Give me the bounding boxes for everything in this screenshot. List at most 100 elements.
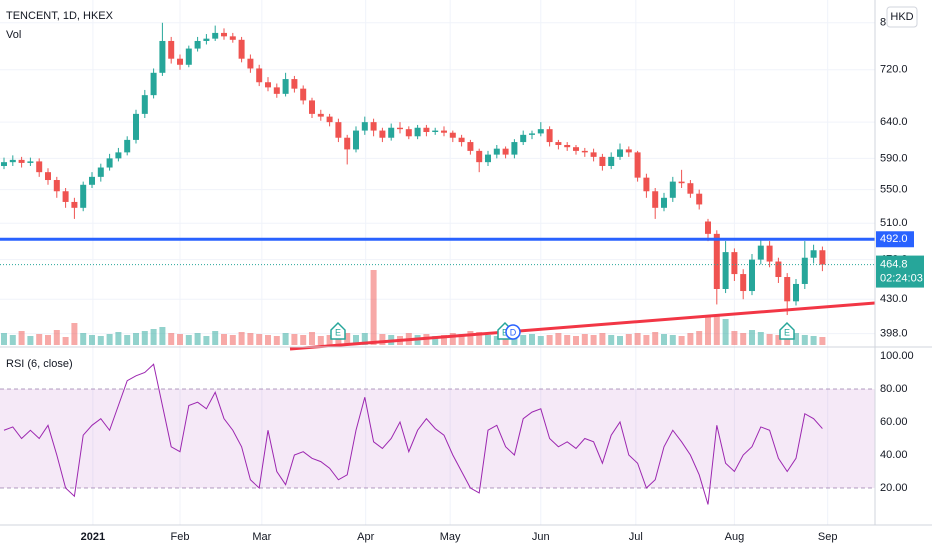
- candle-body: [810, 250, 817, 258]
- rsi-tick-label: 20.00: [880, 482, 908, 494]
- candle-body: [388, 127, 395, 138]
- volume-bar: [27, 336, 34, 345]
- volume-bar: [801, 335, 808, 345]
- candle-body: [740, 274, 747, 292]
- candle-body: [793, 283, 799, 302]
- currency-label[interactable]: HKD: [890, 11, 913, 23]
- volume-bar: [537, 336, 544, 345]
- volume-bar: [590, 335, 597, 345]
- last-price-tag: [876, 255, 924, 288]
- y-tick-label: 550.0: [880, 184, 908, 196]
- candle-body: [36, 161, 43, 173]
- volume-bar: [749, 330, 755, 345]
- candle-body: [678, 181, 685, 184]
- candle-body: [617, 149, 623, 157]
- candle-body: [590, 152, 597, 157]
- x-tick-label: 2021: [81, 531, 105, 543]
- candle-body: [599, 156, 606, 166]
- candle-body: [441, 130, 447, 133]
- volume-bar: [669, 335, 676, 345]
- level-tag: [876, 231, 914, 248]
- volume-bar: [256, 334, 263, 345]
- volume-bar: [361, 333, 368, 345]
- volume-bar: [634, 333, 641, 345]
- volume-bar: [740, 333, 747, 345]
- candle-body: [405, 129, 412, 137]
- candle-body: [379, 130, 386, 138]
- candle-body: [344, 137, 351, 150]
- candle-body: [608, 156, 615, 166]
- volume-bar: [441, 335, 447, 345]
- volume-bar: [564, 335, 571, 345]
- last-price-label: 464.8: [880, 258, 908, 270]
- candle-body: [150, 72, 157, 96]
- volume-bar: [652, 332, 659, 345]
- volume-bar: [573, 336, 579, 345]
- candle-body: [749, 259, 755, 292]
- earnings-marker: E: [779, 321, 795, 340]
- candle-body: [124, 139, 131, 153]
- candle-body: [317, 113, 324, 117]
- candle-body: [819, 250, 826, 265]
- volume-bar: [106, 334, 113, 345]
- candle-body: [256, 68, 263, 83]
- candle-body: [212, 32, 219, 39]
- volume-bar: [282, 333, 289, 345]
- candle-body: [62, 191, 69, 202]
- rsi-tick-label: 80.00: [880, 383, 908, 395]
- volume-bar: [62, 337, 69, 345]
- volume-bar: [291, 334, 298, 345]
- currency-button-box[interactable]: [886, 6, 918, 28]
- x-tick-label: Feb: [171, 531, 190, 543]
- volume-bar: [775, 335, 782, 345]
- candle-body: [326, 116, 333, 123]
- volume-bar: [141, 331, 148, 345]
- candle-body: [661, 197, 667, 208]
- y-tick-label: 720.0: [880, 64, 908, 76]
- volume-bar: [71, 323, 78, 345]
- candle-body: [766, 245, 773, 262]
- level-tag-label: 492.0: [880, 233, 908, 245]
- candle-body: [423, 127, 430, 132]
- rsi-tick-label: 40.00: [880, 449, 908, 461]
- candle-body: [53, 180, 60, 192]
- volume-bar: [731, 331, 738, 345]
- volume-bar: [379, 334, 386, 345]
- volume-bar: [36, 334, 43, 345]
- candle-body: [397, 127, 403, 130]
- candle-body: [458, 137, 465, 143]
- trend-line: [289, 301, 876, 351]
- volume-bar: [705, 317, 711, 345]
- x-tick-label: Sep: [818, 531, 838, 543]
- y-tick-label: 640.0: [880, 116, 908, 128]
- volume-bar: [238, 332, 245, 345]
- volume-bar: [493, 336, 500, 345]
- candle-body: [511, 142, 518, 155]
- svg-text:E: E: [784, 327, 790, 337]
- volume-bar: [617, 336, 623, 345]
- candle-body: [625, 149, 632, 153]
- candle-body: [784, 277, 791, 302]
- candle-body: [449, 132, 456, 138]
- currency-button[interactable]: HKD: [886, 6, 918, 28]
- candle-body: [229, 36, 236, 40]
- candle-body: [159, 40, 166, 73]
- x-tick-label: Mar: [252, 531, 271, 543]
- rsi-line: [3, 363, 823, 505]
- candle-body: [221, 32, 227, 37]
- dividend-marker: D: [505, 324, 521, 340]
- volume-label: Vol: [6, 29, 21, 41]
- volume-bar: [661, 334, 667, 345]
- volume-bar: [203, 336, 210, 345]
- candle-body: [141, 95, 148, 114]
- candle-body: [115, 152, 122, 159]
- candle-body: [555, 142, 562, 145]
- volume-bar: [819, 337, 826, 345]
- volume-bar: [467, 331, 474, 345]
- x-tick-label: Jul: [629, 531, 643, 543]
- candle-body: [45, 172, 51, 181]
- volume-bar: [124, 335, 131, 345]
- candle-body: [485, 154, 491, 163]
- candle-body: [300, 88, 307, 101]
